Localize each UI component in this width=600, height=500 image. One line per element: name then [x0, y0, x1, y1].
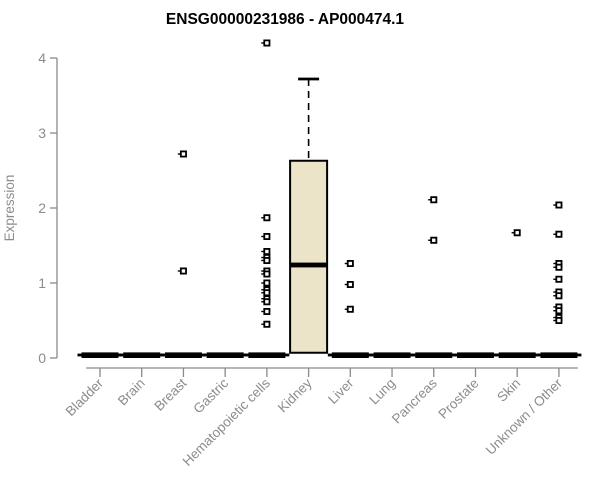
outlier-point [555, 275, 563, 283]
outlier-point [555, 230, 563, 238]
collapsed-box [206, 352, 244, 358]
outlier-point [263, 39, 271, 47]
category-label: Breast [151, 375, 189, 413]
collapsed-box [248, 352, 286, 358]
box-pancreas [411, 196, 457, 358]
outlier-point [555, 201, 563, 209]
box-breast [160, 150, 206, 358]
category-label: Skin [494, 376, 523, 405]
outlier-point [263, 307, 271, 315]
outlier-point [555, 263, 563, 271]
collapsed-box [456, 352, 494, 358]
y-tick-label: 3 [38, 125, 46, 141]
collapsed-box [331, 352, 369, 358]
outlier-point [179, 267, 187, 275]
box-lung [369, 352, 415, 358]
outlier-point [430, 236, 438, 244]
box-unknown-other [536, 201, 582, 358]
outlier-point [263, 298, 271, 306]
y-axis-title: Expression [2, 174, 17, 242]
collapsed-box [123, 352, 161, 358]
category-label: Pancreas [389, 375, 440, 426]
collapsed-box [81, 352, 119, 358]
chart-title: ENSG00000231986 - AP000474.1 [165, 11, 405, 28]
box-prostate [452, 352, 498, 358]
outlier-point [263, 247, 271, 255]
outlier-point [555, 307, 563, 315]
category-label: Brain [115, 376, 148, 409]
collapsed-box [498, 352, 536, 358]
category-label: Bladder [63, 375, 107, 419]
box-gastric [202, 352, 248, 358]
outlier-point [555, 316, 563, 324]
category-label: Gastric [190, 375, 231, 416]
collapsed-box [540, 352, 578, 358]
category-label: Kidney [275, 375, 315, 415]
y-tick-label: 4 [38, 50, 46, 66]
outlier-point [346, 280, 354, 288]
category-label: Prostate [435, 376, 481, 422]
outlier-point [263, 289, 271, 297]
box-bladder [77, 352, 123, 358]
box-rect [289, 159, 329, 354]
outlier-point [263, 232, 271, 240]
box-skin [494, 229, 540, 358]
collapsed-box [415, 352, 453, 358]
y-tick-label: 2 [38, 200, 46, 216]
outlier-point [430, 196, 438, 204]
category-label: Unknown / Other [483, 375, 566, 458]
outlier-point [263, 214, 271, 222]
outlier-point [555, 292, 563, 300]
outlier-point [179, 150, 187, 158]
category-label: Liver [325, 375, 357, 407]
outlier-point [263, 270, 271, 278]
category-label: Lung [366, 376, 398, 408]
box-hematopoietic-cells [244, 39, 290, 358]
outlier-point [263, 320, 271, 328]
outlier-point [513, 229, 521, 237]
collapsed-box [164, 352, 202, 358]
outlier-point [263, 256, 271, 264]
box-liver [327, 259, 373, 358]
collapsed-box [373, 352, 411, 358]
outlier-point [263, 279, 271, 287]
median-line [290, 262, 328, 268]
box-brain [119, 352, 165, 358]
outlier-point [346, 305, 354, 313]
y-tick-label: 0 [38, 350, 46, 366]
y-tick-label: 1 [38, 275, 46, 291]
box-kidney [289, 77, 329, 354]
outlier-point [346, 259, 354, 267]
